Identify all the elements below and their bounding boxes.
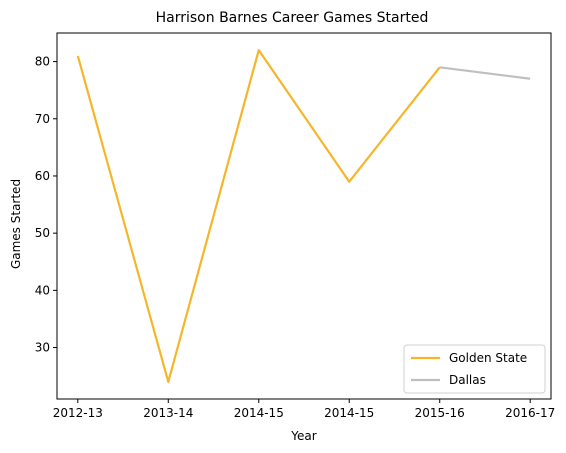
x-tick-label: 2013-14 (143, 406, 193, 420)
chart-title: Harrison Barnes Career Games Started (156, 10, 429, 26)
x-axis-ticks: 2012-13 2013-14 2014-15 2014-15 2015-16 2016-… (53, 399, 555, 420)
plot-area (56, 32, 552, 400)
series-line-dallas (439, 66, 531, 80)
x-axis-label: Year (290, 429, 316, 443)
x-tick-label: 2015-16 (415, 406, 465, 420)
y-tick-label: 60 (35, 169, 50, 183)
series-line-golden-state (76, 49, 441, 383)
y-axis-ticks: 30 40 50 60 70 80 (35, 55, 57, 355)
x-tick-label: 2012-13 (53, 406, 103, 420)
x-tick-label: 2014-15 (234, 406, 284, 420)
y-tick-label: 70 (35, 112, 50, 126)
plot-frame (56, 32, 552, 400)
y-tick-label: 50 (35, 226, 50, 240)
legend-label-golden-state: Golden State (449, 351, 527, 365)
y-tick-label: 40 (35, 283, 50, 297)
x-tick-label: 2014-15 (324, 406, 374, 420)
y-tick-label: 80 (35, 55, 50, 69)
y-axis-label: Games Started (9, 179, 23, 269)
x-tick-label: 2016-17 (505, 406, 555, 420)
y-tick-label: 30 (35, 341, 50, 355)
legend-label-dallas: Dallas (449, 373, 486, 387)
legend: Golden State Dallas (403, 344, 546, 394)
